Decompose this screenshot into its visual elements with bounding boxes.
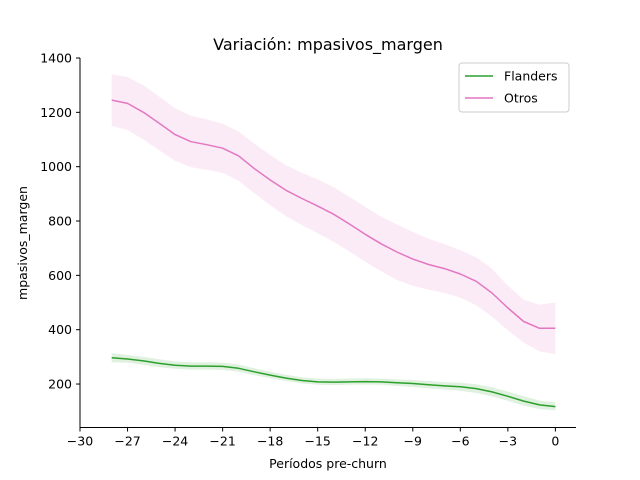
chart-title: Variación: mpasivos_margen (213, 35, 443, 55)
x-tick-label: −24 (162, 434, 188, 449)
legend-label-flanders: Flanders (504, 69, 558, 84)
y-tick-label: 1000 (40, 159, 72, 174)
x-tick-label: −15 (305, 434, 331, 449)
y-tick-label: 1400 (40, 51, 72, 66)
x-tick-label: −21 (209, 434, 235, 449)
x-tick-label: −30 (67, 434, 93, 449)
confidence-bands (111, 74, 556, 411)
x-tick-label: −18 (257, 434, 283, 449)
axes (79, 58, 576, 428)
x-tick-label: −9 (404, 434, 422, 449)
x-tick-label: −12 (352, 434, 378, 449)
x-tick-label: 0 (551, 434, 559, 449)
y-axis-label: mpasivos_margen (15, 186, 30, 300)
y-ticks: 200 400 600 800 1000 1200 1400 (40, 51, 80, 392)
x-tick-label: −3 (499, 434, 517, 449)
legend: Flanders Otros (458, 62, 570, 113)
y-tick-label: 200 (48, 377, 72, 392)
series-lines (111, 99, 556, 408)
x-tick-label: −27 (114, 434, 140, 449)
legend-label-otros: Otros (504, 91, 538, 106)
x-tick-label: −6 (451, 434, 469, 449)
x-axis-label: Períodos pre-churn (269, 456, 387, 471)
y-tick-label: 1200 (40, 105, 72, 120)
x-ticks: −30 −27 −24 −21 −18 −15 −12 −9 −6 −3 0 (67, 427, 559, 449)
y-tick-label: 400 (48, 322, 72, 337)
y-tick-label: 800 (48, 214, 72, 229)
y-tick-label: 600 (48, 268, 72, 283)
series-line-flanders (111, 356, 556, 408)
series-line-otros (111, 99, 556, 330)
